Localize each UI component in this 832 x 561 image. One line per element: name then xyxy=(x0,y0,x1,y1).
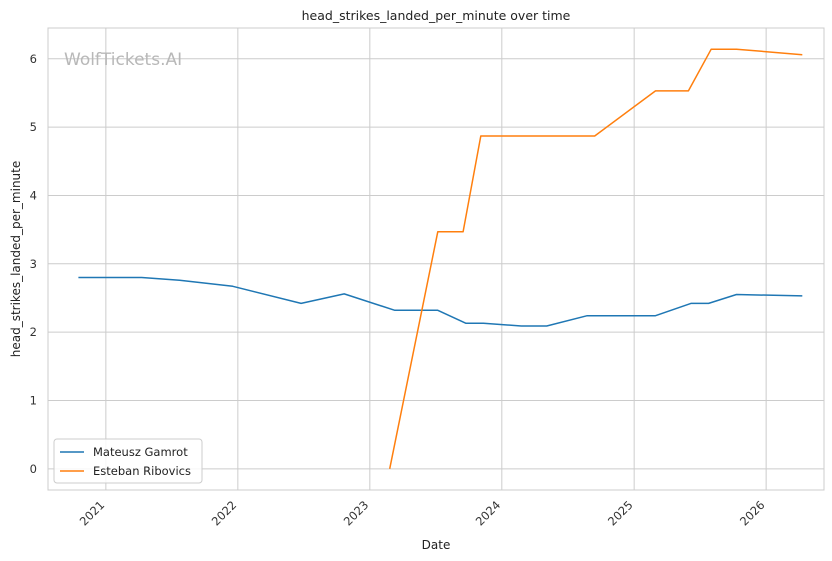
legend-box xyxy=(53,438,203,484)
y-tick-label-5: 5 xyxy=(30,120,37,134)
legend: Mateusz Gamrot Esteban Ribovics xyxy=(53,438,203,484)
y-axis-title: head_strikes_landed_per_minute xyxy=(9,161,23,358)
y-tick-label-1: 1 xyxy=(30,393,37,407)
series-line-mateusz-gamrot xyxy=(78,276,803,327)
x-axis-title: Date xyxy=(422,538,451,552)
legend-label-esteban-ribovics: Esteban Ribovics xyxy=(93,464,191,478)
y-tick-label-2: 2 xyxy=(30,325,37,339)
series-lines xyxy=(78,48,803,469)
y-tick-label-0: 0 xyxy=(30,462,37,476)
y-gridlines xyxy=(48,58,824,470)
legend-label-mateusz-gamrot: Mateusz Gamrot xyxy=(93,445,188,459)
x-gridlines xyxy=(105,28,767,490)
series-line-esteban-ribovics xyxy=(388,48,803,469)
y-tick-labels: 0 1 2 3 4 5 6 xyxy=(30,52,37,476)
watermark-text: WolfTickets.AI xyxy=(64,50,182,70)
y-tick-label-3: 3 xyxy=(30,257,37,271)
y-tick-label-4: 4 xyxy=(30,188,37,202)
plot-frame xyxy=(47,27,825,491)
y-tick-label-6: 6 xyxy=(30,52,37,66)
chart-title: head_strikes_landed_per_minute over time xyxy=(302,8,571,23)
